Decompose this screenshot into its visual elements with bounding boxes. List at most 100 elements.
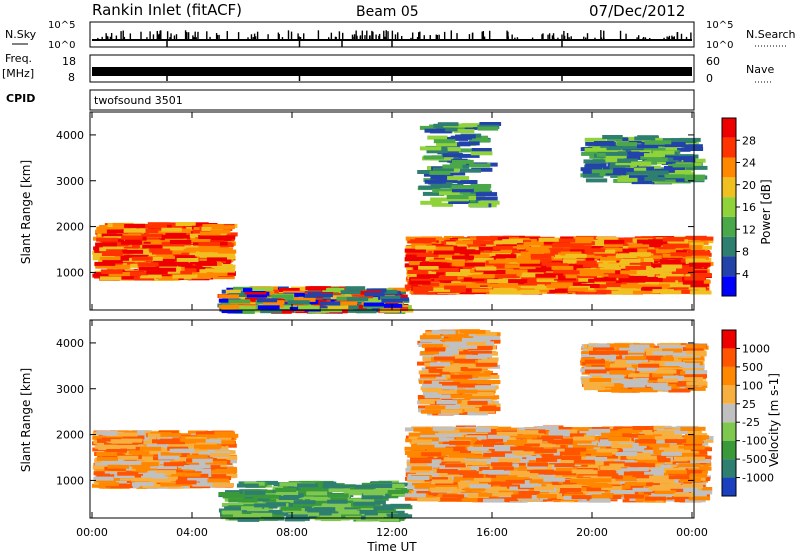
- range-cell: [422, 282, 444, 287]
- range-cell: [662, 237, 685, 242]
- range-cell: [427, 135, 448, 140]
- range-cell: [96, 456, 118, 461]
- range-cell: [629, 261, 652, 266]
- range-cell: [279, 288, 300, 292]
- range-cell: [387, 490, 409, 494]
- range-cell: [133, 276, 155, 281]
- range-cell: [602, 135, 623, 139]
- range-cell: [161, 227, 182, 232]
- range-cell: [562, 259, 584, 264]
- range-cell: [442, 164, 463, 169]
- range-cell: [361, 489, 382, 494]
- range-cell: [198, 451, 219, 456]
- range-cell: [260, 309, 282, 314]
- range-cell: [437, 262, 458, 267]
- range-cell: [364, 299, 386, 304]
- range-cell: [338, 510, 360, 515]
- range-cell: [189, 464, 211, 469]
- range-cell: [146, 476, 168, 481]
- range-cell: [96, 474, 118, 479]
- range-cell: [599, 266, 621, 271]
- range-cell: [407, 270, 429, 274]
- range-cell: [422, 191, 445, 196]
- range-cell: [124, 223, 146, 228]
- range-cell: [245, 490, 266, 495]
- range-cell: [347, 301, 370, 306]
- range-cell: [216, 433, 239, 438]
- range-cell: [458, 153, 480, 158]
- date-title: 07/Dec/2012: [589, 2, 685, 20]
- range-cell: [666, 286, 689, 291]
- range-cell: [121, 235, 143, 240]
- range-cell: [150, 240, 172, 245]
- range-cell: [613, 167, 634, 172]
- range-cell: [682, 280, 704, 285]
- range-cell: [598, 263, 620, 268]
- range-cell: [570, 245, 592, 250]
- range-cell: [675, 139, 697, 143]
- range-cell: [140, 239, 161, 244]
- range-cell: [122, 435, 145, 440]
- range-cell: [211, 225, 233, 230]
- range-cell: [221, 309, 243, 314]
- range-cell: [151, 250, 173, 255]
- range-cell: [354, 501, 376, 506]
- range-cell: [176, 258, 199, 262]
- colorbar-swatch: [722, 137, 736, 158]
- range-cell: [212, 247, 233, 252]
- range-cell: [483, 270, 506, 274]
- range-cell: [123, 228, 146, 233]
- range-cell: [446, 195, 469, 199]
- range-cell: [437, 122, 459, 127]
- range-cell: [241, 506, 263, 511]
- range-cell: [326, 497, 348, 502]
- range-cell: [476, 196, 498, 201]
- range-cell: [436, 179, 458, 183]
- range-cell: [117, 471, 139, 476]
- range-cell: [424, 128, 446, 133]
- range-cell: [236, 493, 257, 498]
- range-cell: [455, 240, 476, 245]
- range-cell: [487, 279, 509, 284]
- range-cell: [646, 157, 668, 162]
- range-cell: [655, 275, 676, 280]
- range-cell: [685, 235, 707, 240]
- range-cell: [404, 284, 426, 289]
- range-cell: [198, 245, 220, 250]
- range-cell: [531, 258, 552, 263]
- range-cell: [163, 462, 185, 467]
- range-cell: [478, 200, 500, 205]
- range-cell: [187, 477, 209, 482]
- range-cell: [489, 252, 511, 256]
- colorbar-tick-label: 20: [742, 179, 756, 192]
- range-cell: [169, 448, 190, 453]
- y-tick-label: 1000: [56, 266, 84, 279]
- range-cell: [596, 289, 619, 294]
- range-cell: [532, 282, 553, 287]
- range-cell: [546, 263, 567, 268]
- range-cell: [580, 254, 602, 259]
- range-cell: [319, 514, 341, 519]
- range-cell: [554, 238, 576, 243]
- range-cell: [517, 289, 540, 294]
- range-cell: [671, 270, 693, 274]
- range-cell: [670, 252, 692, 257]
- freq-tick-bottom: 8: [68, 71, 75, 84]
- range-cell: [565, 274, 588, 279]
- range-cell: [271, 512, 294, 517]
- range-cell: [534, 285, 555, 290]
- range-cell: [585, 178, 608, 183]
- range-cell: [536, 278, 558, 283]
- range-cell: [617, 177, 638, 182]
- range-cell: [152, 439, 173, 444]
- range-cell: [188, 254, 210, 259]
- range-cell: [456, 252, 479, 257]
- range-cell: [463, 277, 485, 282]
- range-cell: [685, 258, 706, 263]
- range-cell: [517, 255, 540, 260]
- range-cell: [475, 266, 497, 271]
- nave-label: Nave: [746, 63, 774, 76]
- range-cell: [107, 242, 129, 247]
- range-cell: [404, 248, 426, 253]
- range-cell: [451, 123, 473, 128]
